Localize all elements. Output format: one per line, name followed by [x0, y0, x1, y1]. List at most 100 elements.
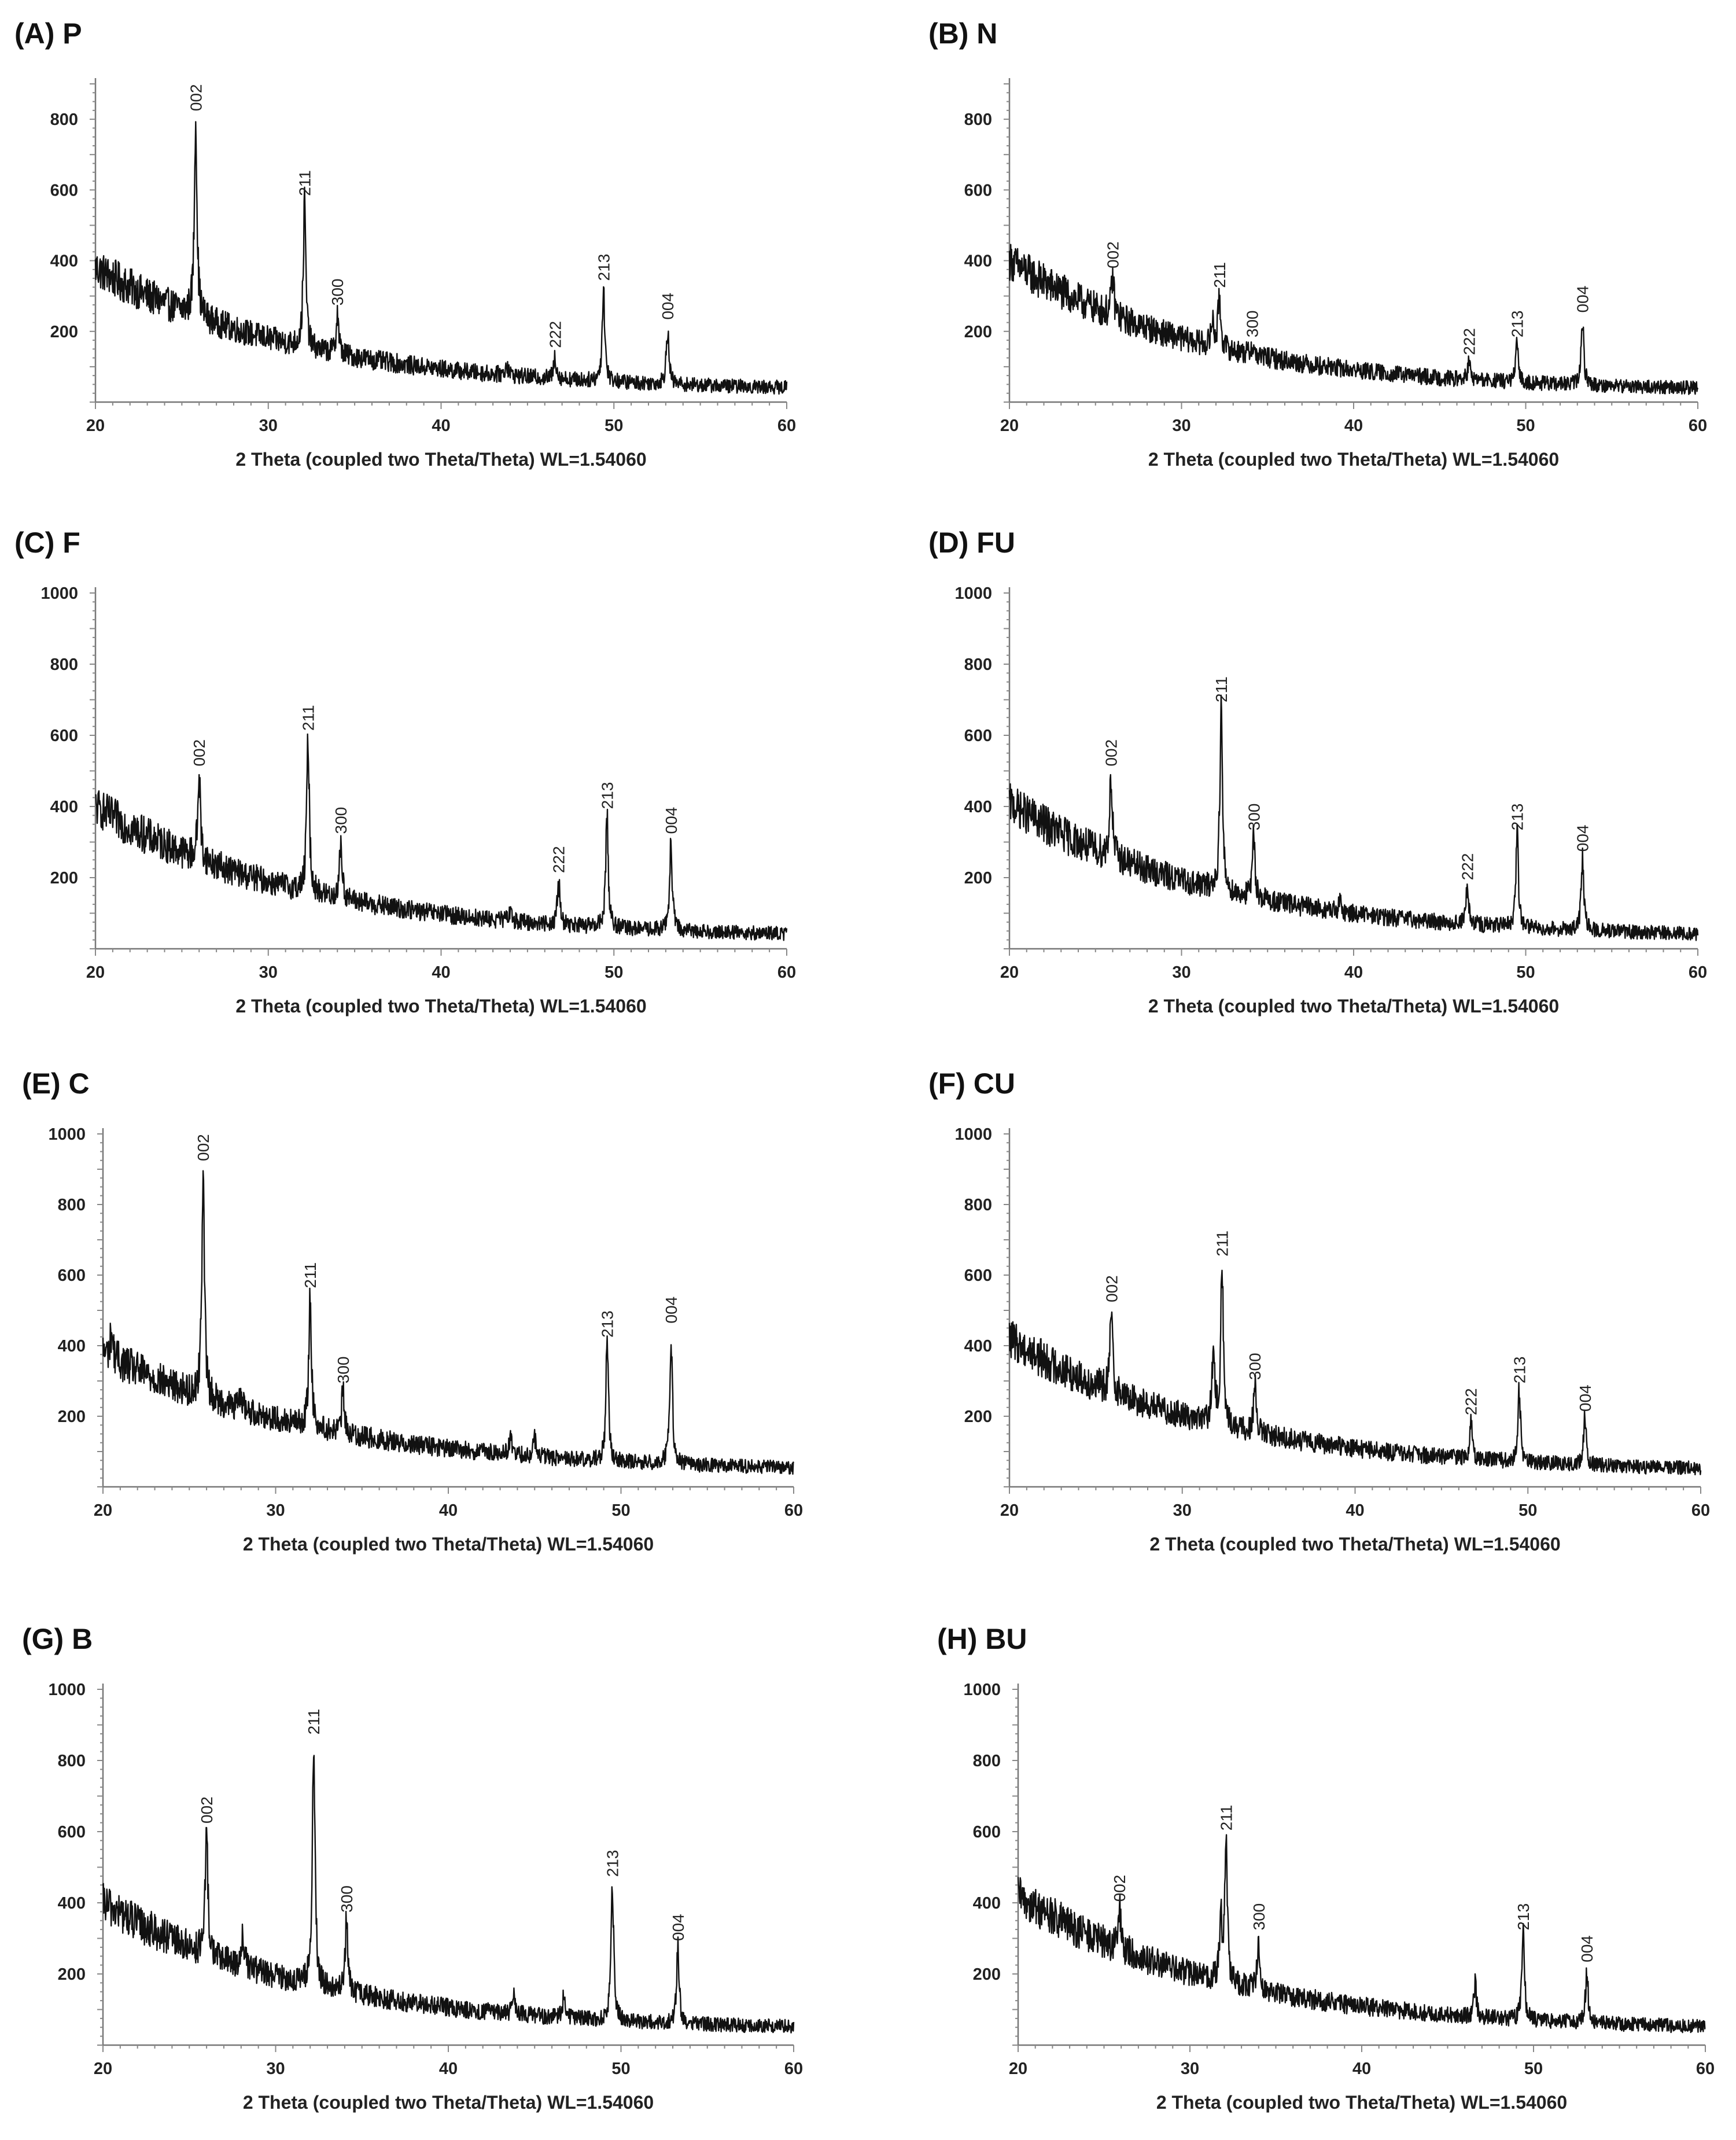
y-tick-label-h-600: 600	[973, 1823, 1001, 1841]
x-minor-ticks-c	[95, 949, 787, 956]
peak-label-f-211: 211	[1213, 1231, 1231, 1257]
panel-a: (A) P 200 400 600 800 20 30 40 50 60 2 Theta (coup…	[14, 17, 796, 470]
peak-labels-a: 002 211 300 222 213 004	[187, 84, 677, 348]
x-axis-label-c: 2 Theta (coupled two Theta/Theta) WL=1.5…	[235, 996, 646, 1016]
y-tick-label-b-200: 200	[964, 323, 992, 341]
peak-label-h-213: 213	[1514, 1903, 1532, 1931]
peak-label-b-300: 300	[1243, 311, 1261, 338]
peak-labels-d: 002 211 300 222 213 004	[1103, 676, 1592, 880]
y-tick-label-c-1000: 1000	[40, 584, 78, 603]
y-tick-label-c-600: 600	[50, 727, 78, 745]
x-tick-label-c-30: 30	[259, 963, 278, 982]
peak-label-a-004: 004	[659, 293, 677, 320]
x-tick-label-e-50: 50	[611, 1501, 630, 1520]
x-minor-ticks-e	[102, 1487, 794, 1494]
y-tick-label-g-1000: 1000	[48, 1681, 86, 1699]
x-tick-label-c-40: 40	[432, 963, 450, 982]
panel-title-d: (D) FU	[928, 526, 1015, 559]
x-axis-label-g: 2 Theta (coupled two Theta/Theta) WL=1.5…	[243, 2092, 654, 2113]
xrd-trace-a	[94, 121, 788, 395]
y-tick-label-e-800: 800	[58, 1196, 86, 1214]
y-minor-ticks-c	[90, 592, 95, 949]
y-tick-label-d-400: 400	[964, 798, 992, 816]
y-tick-label-c-800: 800	[50, 655, 78, 674]
y-tick-label-d-800: 800	[964, 655, 992, 674]
peak-label-e-002: 002	[194, 1134, 212, 1161]
x-tick-label-e-20: 20	[94, 1501, 112, 1520]
y-minor-ticks-f	[1004, 1133, 1009, 1487]
x-axis-label-b: 2 Theta (coupled two Theta/Theta) WL=1.5…	[1148, 449, 1559, 470]
y-tick-label-d-600: 600	[964, 727, 992, 745]
panel-h: (H) BU 200 400 600 800 1000 20 30 40 50 60 2 Theta …	[937, 1623, 1715, 2113]
x-tick-label-b-20: 20	[1000, 417, 1019, 435]
panel-title-h: (H) BU	[937, 1623, 1027, 1655]
y-minor-ticks-d	[1004, 592, 1009, 949]
x-tick-label-d-30: 30	[1172, 963, 1190, 982]
panel-title-f: (F) CU	[928, 1067, 1015, 1100]
peak-label-g-002: 002	[198, 1796, 216, 1824]
xrd-trace-d	[1008, 694, 1699, 941]
panel-f: (F) CU 200 400 600 800 1000 20 30 40 50 60 2 Theta …	[928, 1067, 1710, 1555]
peak-label-c-213: 213	[598, 782, 616, 809]
peak-label-a-211: 211	[296, 170, 314, 196]
x-tick-label-b-40: 40	[1344, 417, 1363, 435]
peak-labels-g: 002 211 300 213 004	[198, 1709, 687, 1941]
panel-e: (E) C 200 400 600 800 1000 20 30 40 50 60 2 Theta (…	[22, 1067, 803, 1555]
y-tick-label-d-1000: 1000	[954, 584, 992, 603]
xrd-trace-c	[95, 733, 788, 941]
y-minor-ticks-a	[90, 83, 95, 403]
x-tick-label-g-40: 40	[439, 2060, 458, 2078]
y-minor-ticks-b	[1004, 83, 1009, 403]
peak-label-b-222: 222	[1460, 328, 1478, 355]
y-minor-ticks-g	[97, 1689, 103, 2046]
y-tick-label-f-200: 200	[964, 1408, 992, 1426]
xrd-trace-g	[102, 1755, 795, 2034]
x-tick-label-e-60: 60	[784, 1501, 803, 1520]
y-tick-label-h-200: 200	[973, 1965, 1001, 1984]
x-minor-ticks-f	[1009, 1487, 1701, 1494]
x-tick-label-d-50: 50	[1516, 963, 1535, 982]
peak-label-d-300: 300	[1245, 804, 1263, 831]
x-tick-label-d-60: 60	[1689, 963, 1707, 982]
x-tick-label-h-20: 20	[1009, 2060, 1027, 2078]
xrd-trace-e	[102, 1170, 795, 1475]
peak-label-g-004: 004	[669, 1914, 687, 1941]
y-tick-label-g-600: 600	[58, 1823, 86, 1841]
peak-label-d-213: 213	[1509, 804, 1527, 831]
x-tick-label-e-40: 40	[439, 1501, 458, 1520]
y-tick-label-a-600: 600	[50, 181, 78, 200]
peak-label-c-300: 300	[332, 807, 350, 834]
x-tick-label-f-30: 30	[1173, 1501, 1192, 1520]
y-tick-label-a-800: 800	[50, 111, 78, 129]
peak-label-a-002: 002	[187, 84, 205, 111]
x-axis-label-e: 2 Theta (coupled two Theta/Theta) WL=1.5…	[243, 1534, 654, 1555]
x-tick-label-f-60: 60	[1691, 1501, 1710, 1520]
peak-label-b-211: 211	[1211, 262, 1229, 288]
peak-label-d-222: 222	[1458, 853, 1476, 881]
panel-c: (C) F 200 400 600 800 1000 20 30 40 50 60 2 Theta (…	[14, 526, 796, 1016]
y-tick-label-e-600: 600	[58, 1266, 86, 1285]
peak-labels-e: 002 211 300 213 004	[194, 1134, 680, 1383]
x-tick-label-b-60: 60	[1689, 417, 1707, 435]
peak-label-f-002: 002	[1103, 1275, 1121, 1302]
x-axis-label-f: 2 Theta (coupled two Theta/Theta) WL=1.5…	[1149, 1534, 1560, 1555]
y-tick-label-b-800: 800	[964, 111, 992, 129]
y-tick-label-h-1000: 1000	[963, 1681, 1001, 1699]
y-tick-label-f-1000: 1000	[954, 1125, 992, 1144]
x-tick-label-f-40: 40	[1346, 1501, 1364, 1520]
y-tick-label-h-400: 400	[973, 1894, 1001, 1913]
y-tick-label-b-600: 600	[964, 181, 992, 200]
x-axis-label-a: 2 Theta (coupled two Theta/Theta) WL=1.5…	[235, 449, 646, 470]
x-tick-label-d-40: 40	[1344, 963, 1363, 982]
panel-b: (B) N 200 400 600 800 20 30 40 50 60 2 Theta (coup…	[928, 17, 1707, 470]
x-tick-label-a-40: 40	[432, 417, 450, 435]
x-tick-label-h-60: 60	[1696, 2060, 1715, 2078]
peak-label-c-004: 004	[662, 807, 680, 834]
peak-label-f-300: 300	[1246, 1353, 1264, 1380]
y-tick-label-g-200: 200	[58, 1965, 86, 1984]
y-tick-label-e-400: 400	[58, 1337, 86, 1356]
y-tick-label-c-400: 400	[50, 798, 78, 816]
peak-label-a-213: 213	[595, 254, 613, 281]
